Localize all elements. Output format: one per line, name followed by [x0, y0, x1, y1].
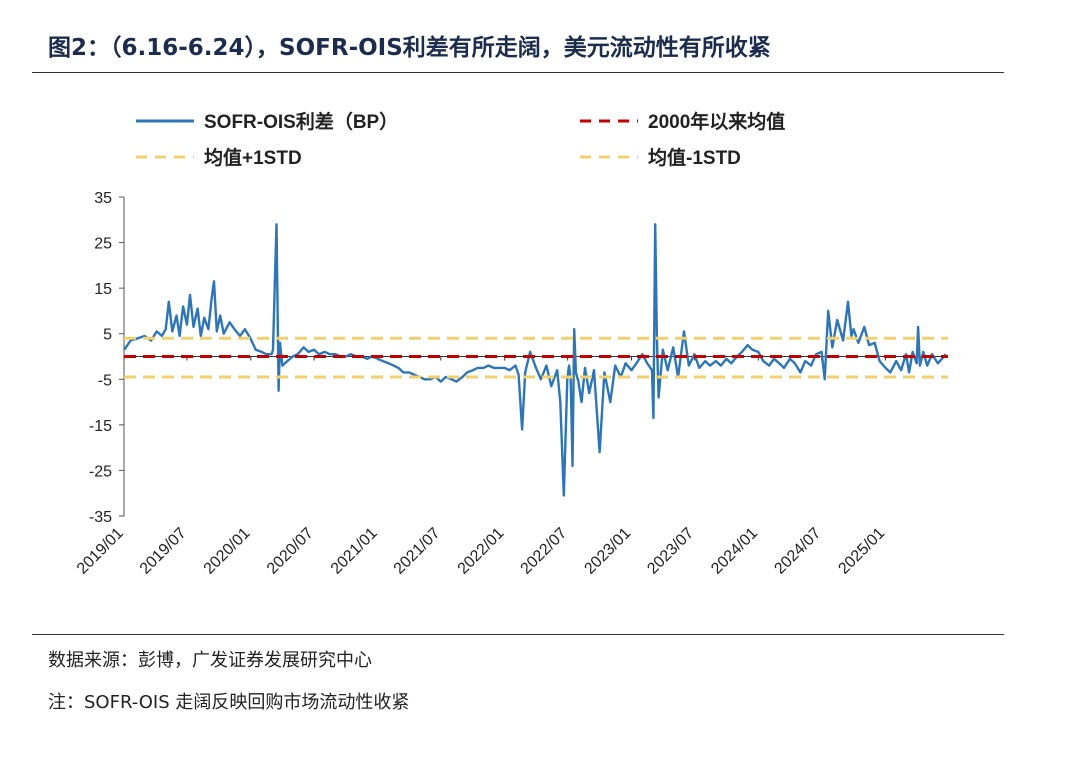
y-tick-label: -35 — [89, 509, 112, 526]
y-tick-label: 35 — [94, 190, 112, 207]
legend-label: 均值+1STD — [204, 146, 302, 169]
x-tick-label: 2021/07 — [391, 525, 444, 578]
x-tick-label: 2023/01 — [581, 525, 634, 578]
y-tick-label: -15 — [89, 418, 112, 435]
y-tick-label: 15 — [94, 281, 112, 298]
chart-title: 图2：（6.16-6.24），SOFR-OIS利差有所走阔，美元流动性有所收紧 — [48, 35, 771, 61]
x-tick-label: 2024/01 — [708, 525, 761, 578]
top-divider — [32, 72, 1004, 73]
x-tick-label: 2019/07 — [137, 525, 190, 578]
y-tick-label: 25 — [94, 236, 112, 253]
x-tick-label: 2020/01 — [201, 525, 254, 578]
x-tick-label: 2025/01 — [835, 525, 888, 578]
legend-label: 2000年以来均值 — [648, 110, 785, 133]
source-note: 数据来源：彭博，广发证券发展研究中心 — [48, 650, 372, 671]
bottom-divider — [32, 634, 1004, 635]
x-tick-label: 2022/07 — [518, 525, 571, 578]
footnote: 注：SOFR-OIS 走阔反映回购市场流动性收紧 — [48, 692, 410, 713]
reference-lines — [124, 336, 948, 379]
y-tick-label: -25 — [89, 463, 112, 480]
series-line-sofr-ois — [123, 223, 947, 497]
x-tick-label: 2023/07 — [644, 525, 697, 578]
y-tick-label: 5 — [103, 327, 112, 344]
legend-label: SOFR-OIS利差（BP） — [204, 110, 398, 133]
x-tick-label: 2020/07 — [264, 525, 317, 578]
x-tick-label: 2024/07 — [771, 525, 824, 578]
y-tick-label: -5 — [98, 372, 112, 389]
x-tick-label: 2019/01 — [74, 525, 127, 578]
x-tick-label: 2022/01 — [455, 525, 508, 578]
series-layer — [123, 223, 947, 497]
legend-label: 均值-1STD — [648, 146, 741, 169]
x-tick-label: 2021/01 — [328, 525, 381, 578]
